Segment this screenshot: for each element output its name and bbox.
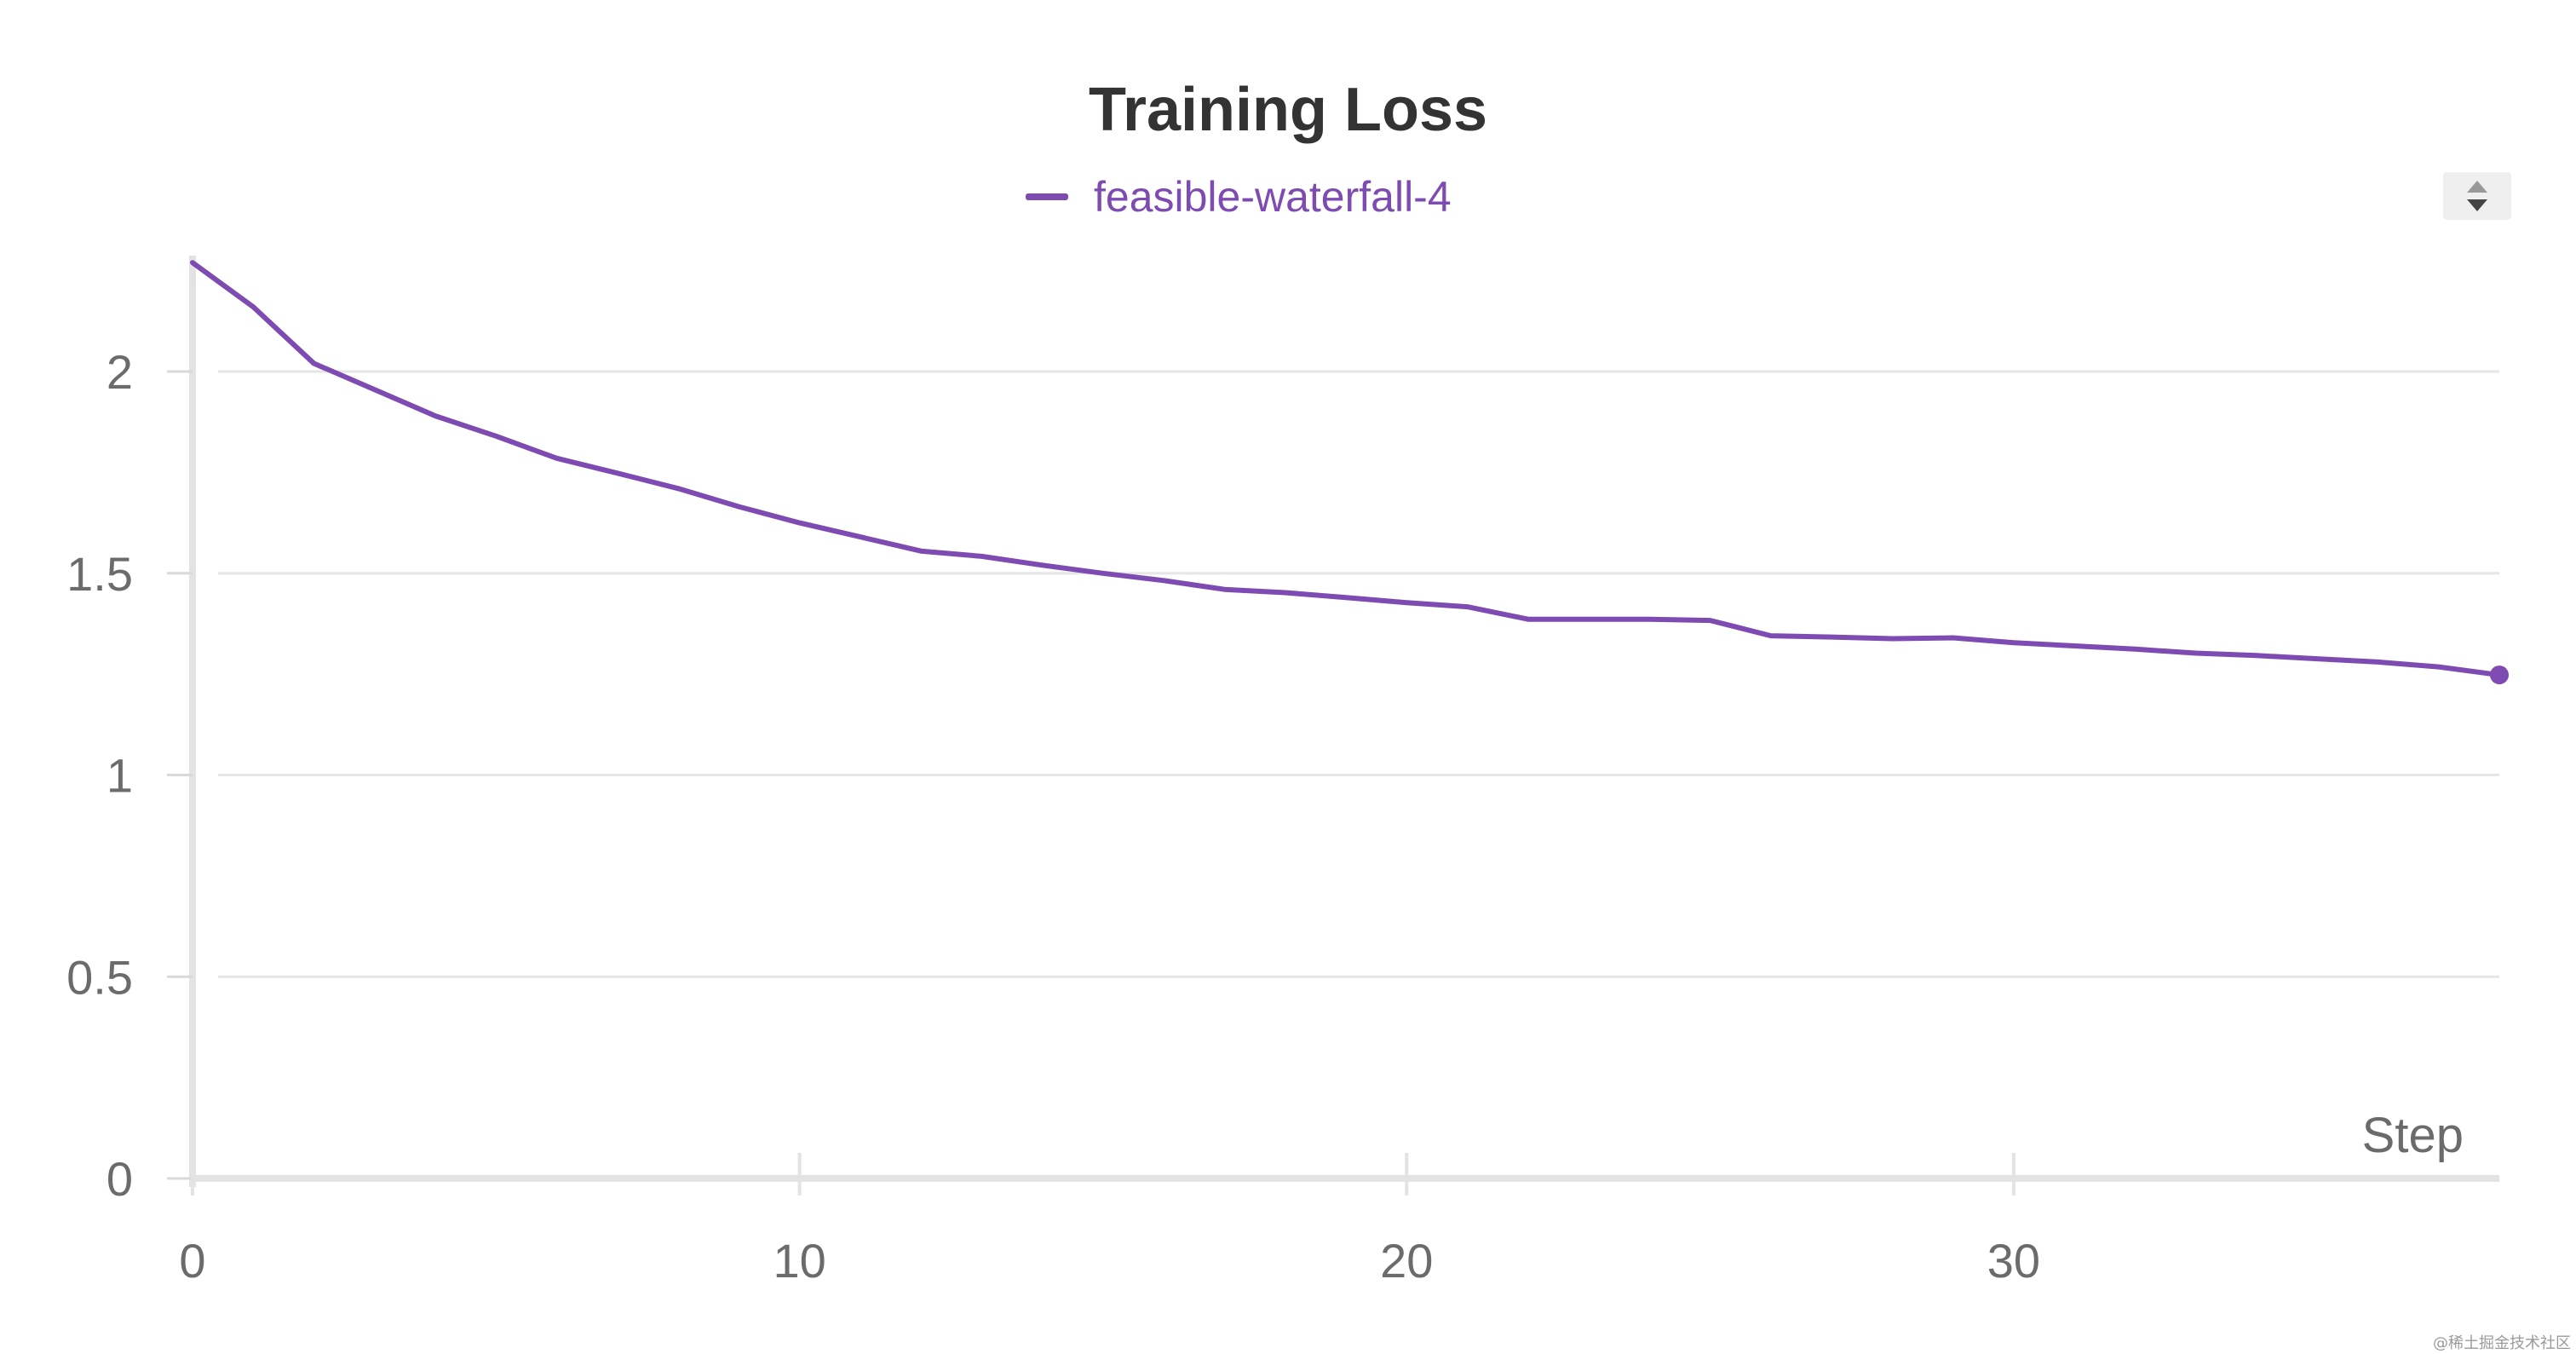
legend[interactable]: feasible-waterfall-4 — [1026, 167, 1452, 227]
y-tick-label: 0.5 — [66, 950, 133, 1004]
x-tick-label: 0 — [179, 1234, 205, 1288]
legend-swatch — [1026, 193, 1068, 200]
sort-button[interactable] — [2443, 172, 2511, 220]
series-end-point — [2490, 665, 2509, 685]
x-tick-label: 20 — [1380, 1234, 1433, 1288]
y-tick-label: 1 — [106, 749, 133, 803]
y-tick-label: 0 — [106, 1152, 133, 1206]
legend-label: feasible-waterfall-4 — [1094, 173, 1452, 221]
y-tick-label: 2 — [106, 345, 133, 399]
sort-up-down-icon — [2467, 181, 2487, 211]
x-tick-label: 30 — [1987, 1234, 2040, 1288]
x-tick-label: 10 — [773, 1234, 825, 1288]
series-line — [190, 260, 2502, 678]
watermark: @稀土掘金技术社区 — [2433, 1334, 2571, 1352]
x-axis-label: Step — [2362, 1108, 2464, 1163]
chart-title: Training Loss — [1088, 76, 1488, 144]
y-tick-label: 1.5 — [66, 547, 133, 601]
